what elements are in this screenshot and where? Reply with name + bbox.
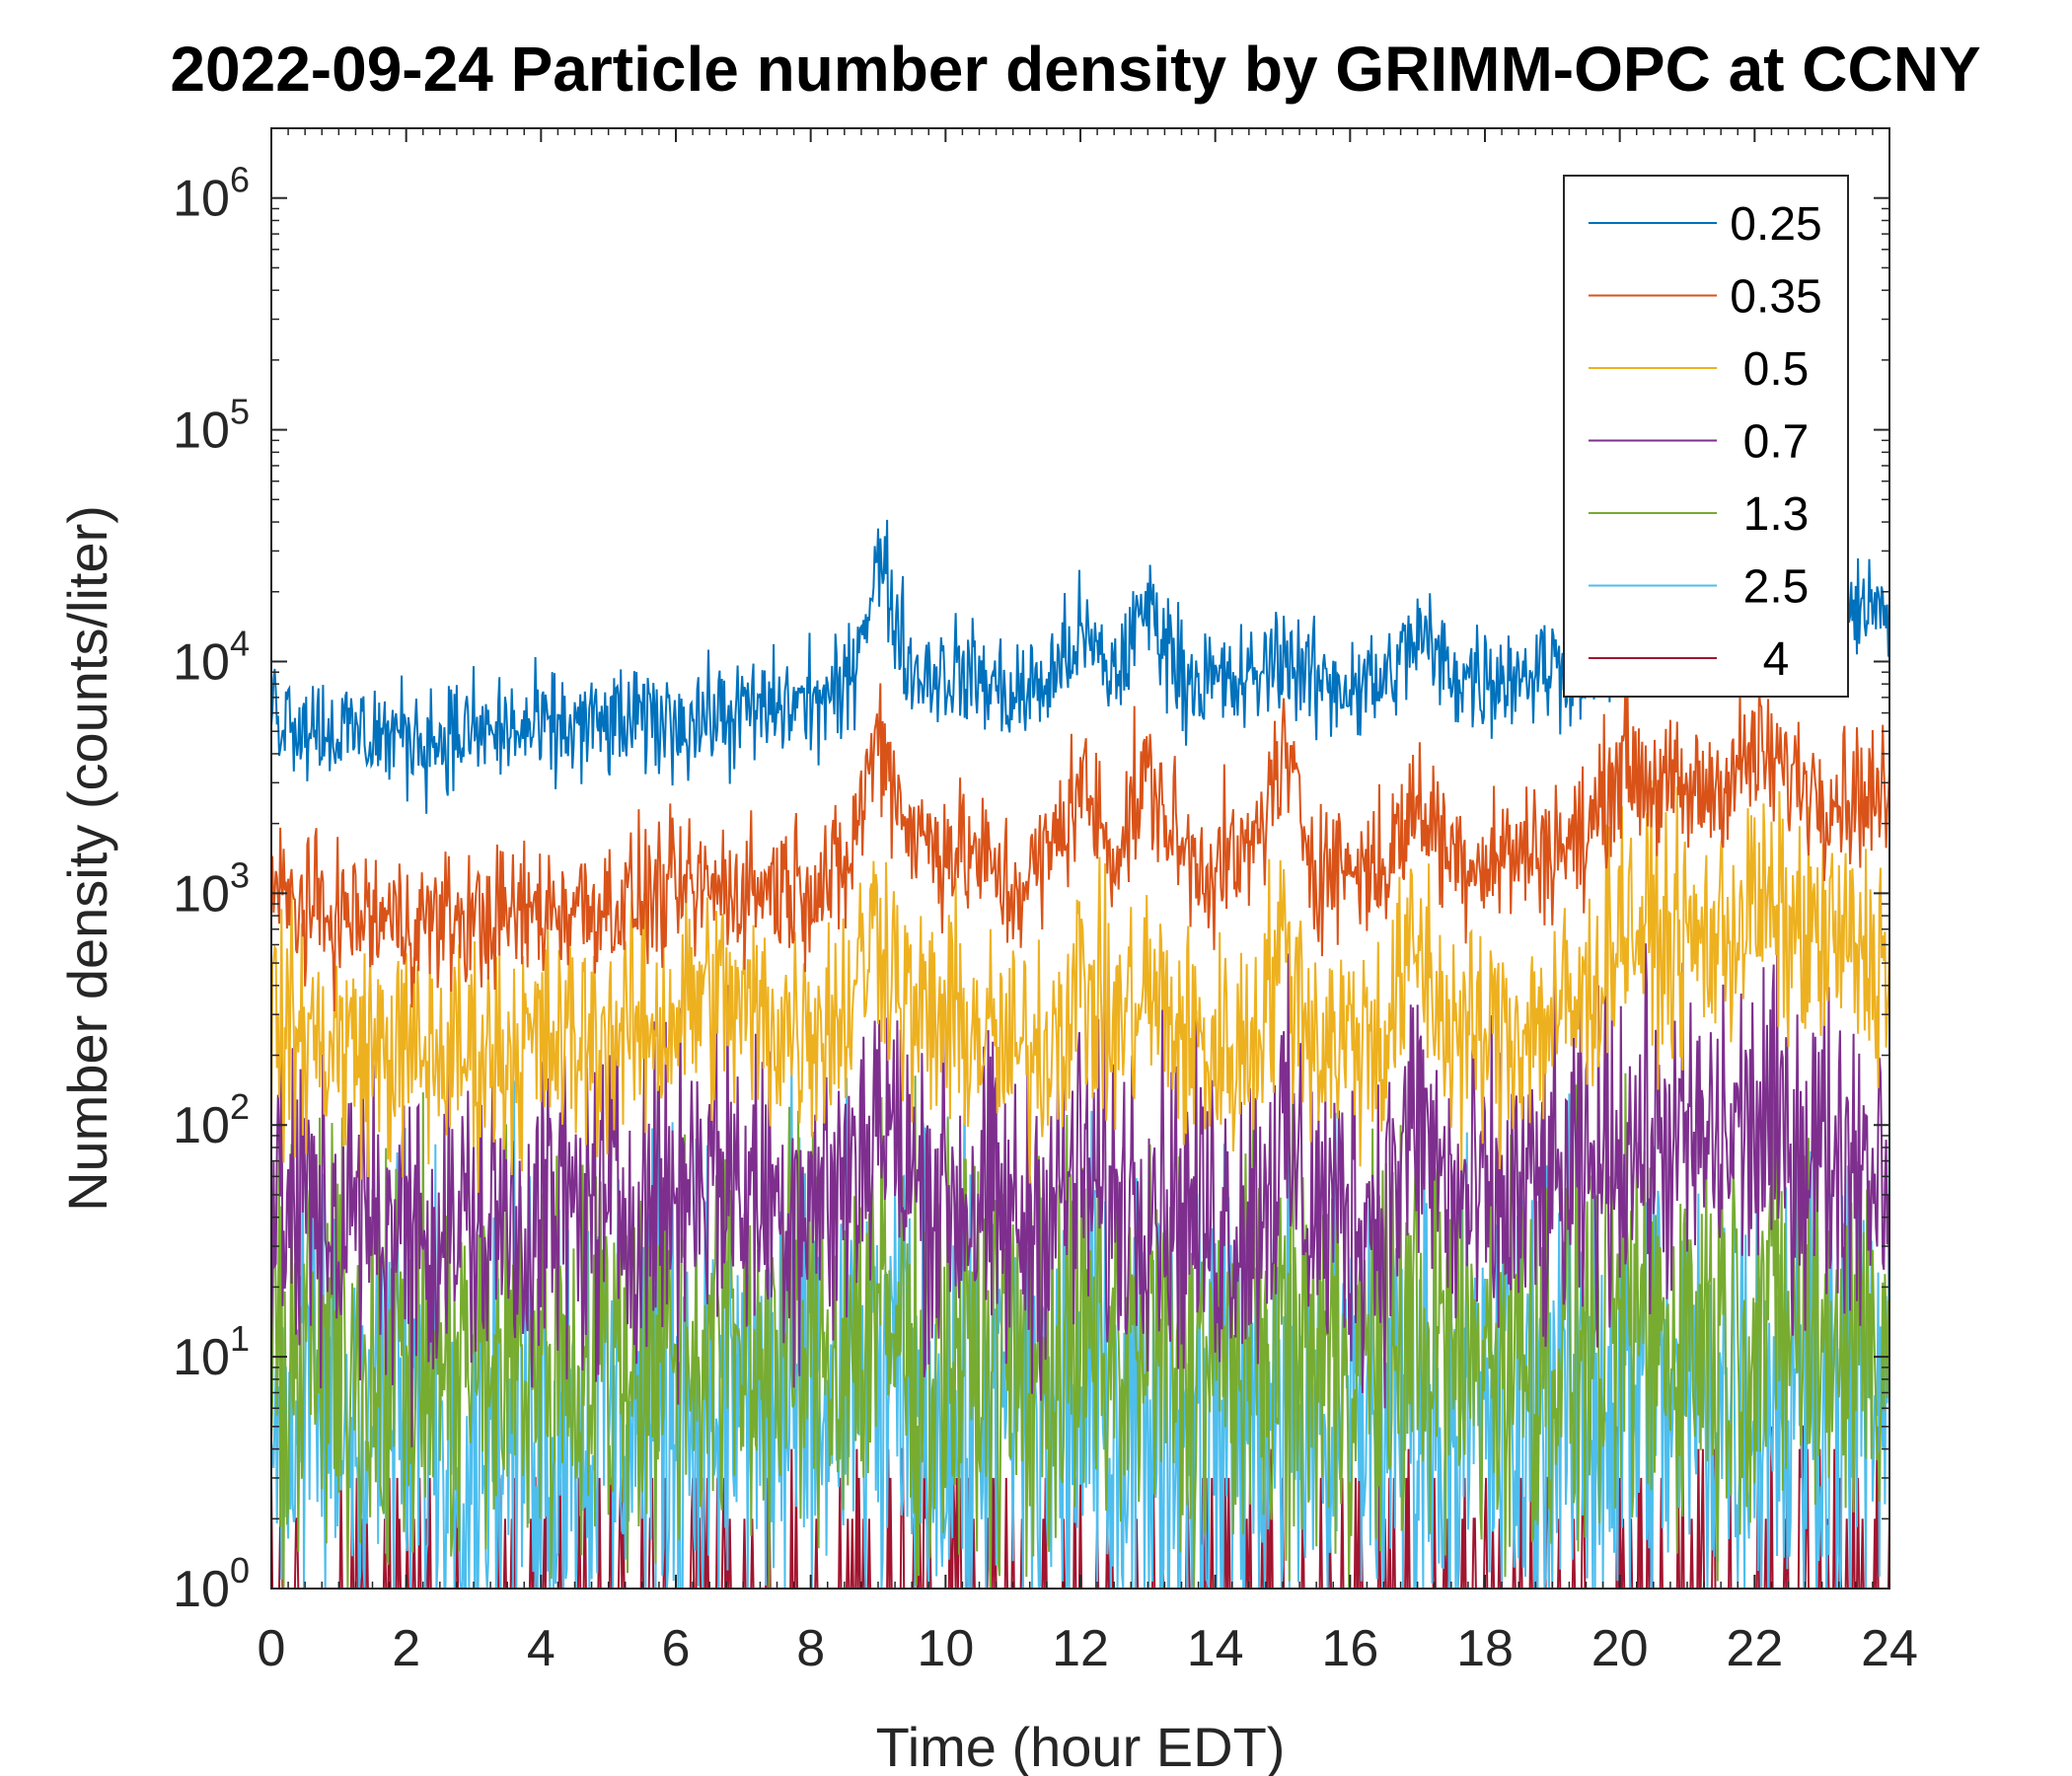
series-layer — [271, 519, 1889, 1589]
x-tick-label: 8 — [796, 1620, 825, 1677]
x-tick-label: 24 — [1861, 1620, 1918, 1677]
series-line-1-3 — [271, 1069, 1889, 1589]
x-tick-label: 18 — [1456, 1620, 1514, 1677]
y-tick-label: 102 — [173, 1086, 250, 1154]
x-tick-label: 12 — [1052, 1620, 1109, 1677]
series-line-0-5 — [271, 779, 1889, 1193]
y-tick-label: 100 — [173, 1550, 250, 1618]
x-tick-label: 0 — [258, 1620, 286, 1677]
legend: 0.25 0.35 0.5 0.7 1.3 2.5 4 — [1563, 175, 1849, 698]
x-axis-label: Time (hour EDT) — [876, 1716, 1286, 1776]
series-line-0-7 — [271, 943, 1889, 1447]
y-tick-label: 104 — [173, 623, 250, 691]
legend-label: 0.5 — [1743, 343, 1810, 396]
chart-title: 2022-09-24 Particle number density by GR… — [170, 34, 1980, 105]
x-tick-label: 4 — [527, 1620, 555, 1677]
y-tick-label: 105 — [173, 392, 250, 460]
legend-box — [1563, 175, 1849, 698]
legend-label: 1.3 — [1743, 488, 1810, 541]
y-tick-label: 106 — [173, 160, 250, 228]
legend-label: 0.7 — [1743, 416, 1810, 469]
legend-label: 2.5 — [1743, 561, 1810, 614]
y-tick-label: 103 — [173, 854, 250, 923]
x-tick-label: 2 — [392, 1620, 420, 1677]
x-tick-label: 14 — [1187, 1620, 1244, 1677]
axes-layer: 0 2 4 6 8 10 12 14 16 18 20 22 241001011021031041051… — [173, 127, 1918, 1677]
legend-label: 0.35 — [1730, 271, 1821, 324]
x-tick-label: 22 — [1726, 1620, 1783, 1677]
x-tick-label: 16 — [1321, 1620, 1378, 1677]
x-tick-label: 20 — [1591, 1620, 1649, 1677]
y-axis-label: Number density (counts/liter) — [56, 505, 118, 1212]
series-line-0-35 — [271, 682, 1889, 1012]
x-tick-label: 10 — [917, 1620, 974, 1677]
legend-label: 4 — [1763, 633, 1790, 686]
legend-label: 0.25 — [1730, 198, 1821, 251]
x-tick-label: 6 — [662, 1620, 691, 1677]
y-tick-label: 101 — [173, 1318, 250, 1386]
